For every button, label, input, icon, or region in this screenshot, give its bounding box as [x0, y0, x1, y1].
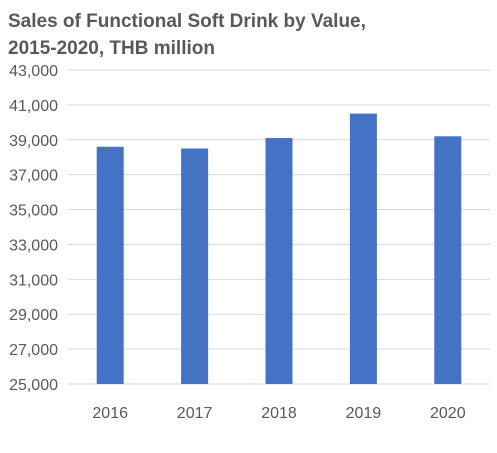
bar-2018: [265, 138, 293, 384]
y-tick-label: 37,000: [9, 168, 58, 185]
y-tick-label: 31,000: [9, 272, 58, 289]
y-tick-label: 27,000: [9, 342, 58, 359]
bars: [96, 113, 462, 384]
bar-2017: [181, 148, 209, 384]
y-tick-label: 29,000: [9, 307, 58, 324]
chart-title: Sales of Functional Soft Drink by Value,…: [8, 8, 488, 62]
bar-2019: [349, 113, 377, 384]
bar-2020: [434, 136, 462, 384]
y-tick-label: 41,000: [9, 98, 58, 115]
y-tick-label: 43,000: [9, 63, 58, 80]
x-category-label: 2017: [177, 405, 213, 422]
x-category-label: 2016: [92, 405, 128, 422]
y-tick-label: 39,000: [9, 133, 58, 150]
x-category-label: 2019: [346, 405, 382, 422]
x-category-label: 2020: [430, 405, 466, 422]
chart-title-line-1: Sales of Functional Soft Drink by Value,: [8, 11, 366, 32]
bar-2016: [96, 146, 124, 384]
x-category-label: 2018: [261, 405, 297, 422]
y-axis-tick-labels: 25,000 27,000 29,000 31,000 33,000 35,000 37,0…: [9, 63, 58, 394]
y-tick-label: 33,000: [9, 237, 58, 254]
chart-title-line-2: 2015-2020, THB million: [8, 38, 215, 59]
y-tick-label: 35,000: [9, 203, 58, 220]
x-axis-category-labels: 2016 2017 2018 2019 2020: [92, 405, 465, 422]
y-tick-label: 25,000: [9, 377, 58, 394]
